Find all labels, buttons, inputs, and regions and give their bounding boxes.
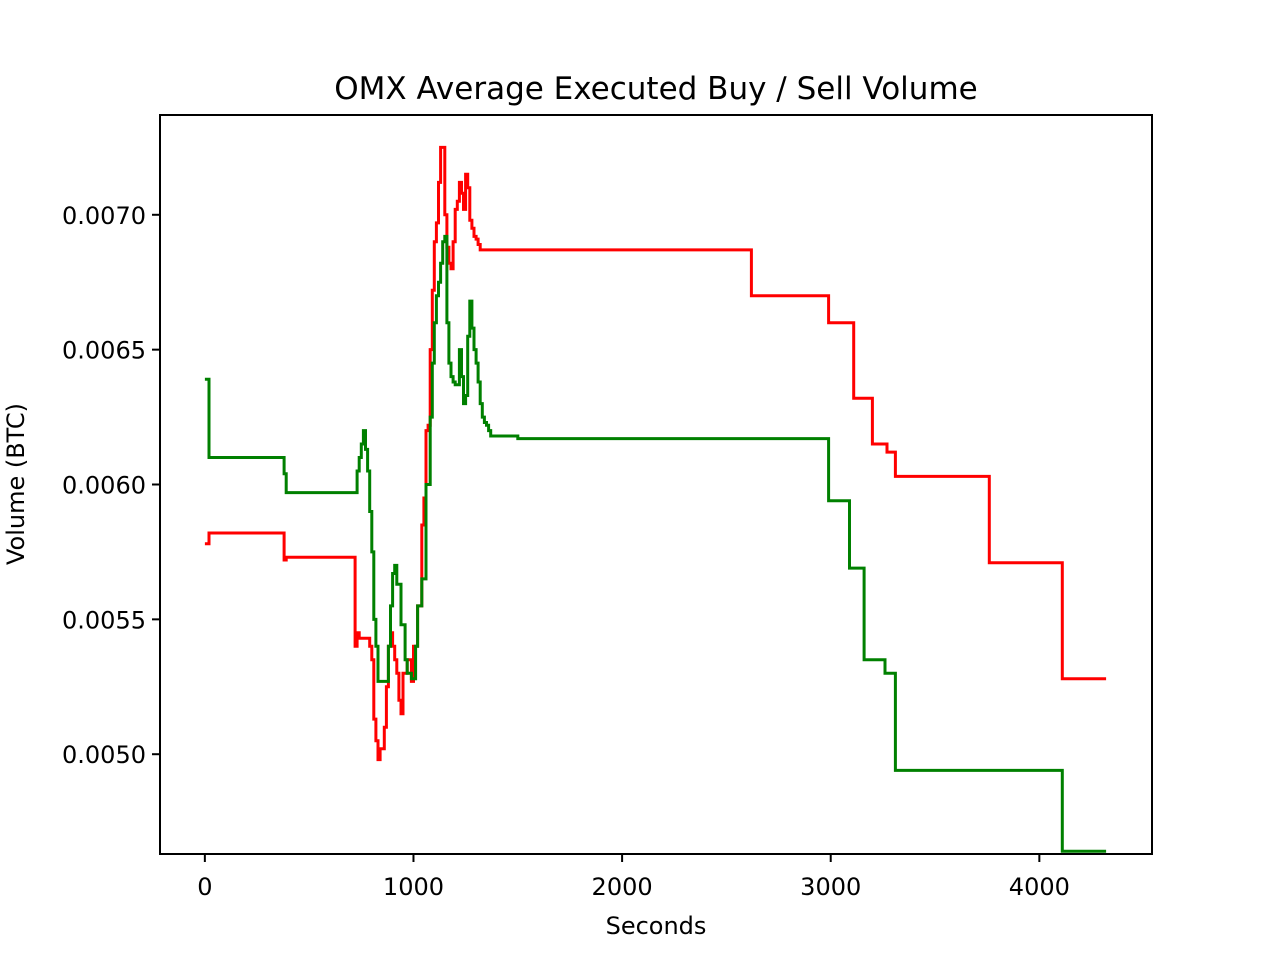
y-axis: 0.0050 0.0055 0.0060 0.0065 0.0070 (62, 202, 160, 769)
y-tick-label: 0.0060 (62, 472, 146, 500)
x-tick-label: 3000 (800, 873, 861, 901)
y-tick-label: 0.0055 (62, 606, 146, 634)
x-tick-label: 2000 (592, 873, 653, 901)
plot-frame (159, 114, 1153, 855)
chart-title: OMX Average Executed Buy / Sell Volume (334, 71, 977, 107)
x-axis: 0 1000 2000 3000 4000 (197, 854, 1070, 901)
y-tick-label: 0.0050 (62, 741, 146, 769)
series-line-1 (204, 145, 1107, 762)
x-axis-label: Seconds (606, 912, 707, 940)
y-axis-label: Volume (BTC) (2, 403, 30, 565)
x-tick-label: 0 (197, 873, 212, 901)
y-tick-label: 0.0070 (62, 202, 146, 230)
x-tick-label: 4000 (1009, 873, 1070, 901)
series-layer (204, 145, 1107, 853)
y-tick-label: 0.0065 (62, 337, 146, 365)
series-line-2 (204, 234, 1107, 853)
x-tick-label: 1000 (383, 873, 444, 901)
